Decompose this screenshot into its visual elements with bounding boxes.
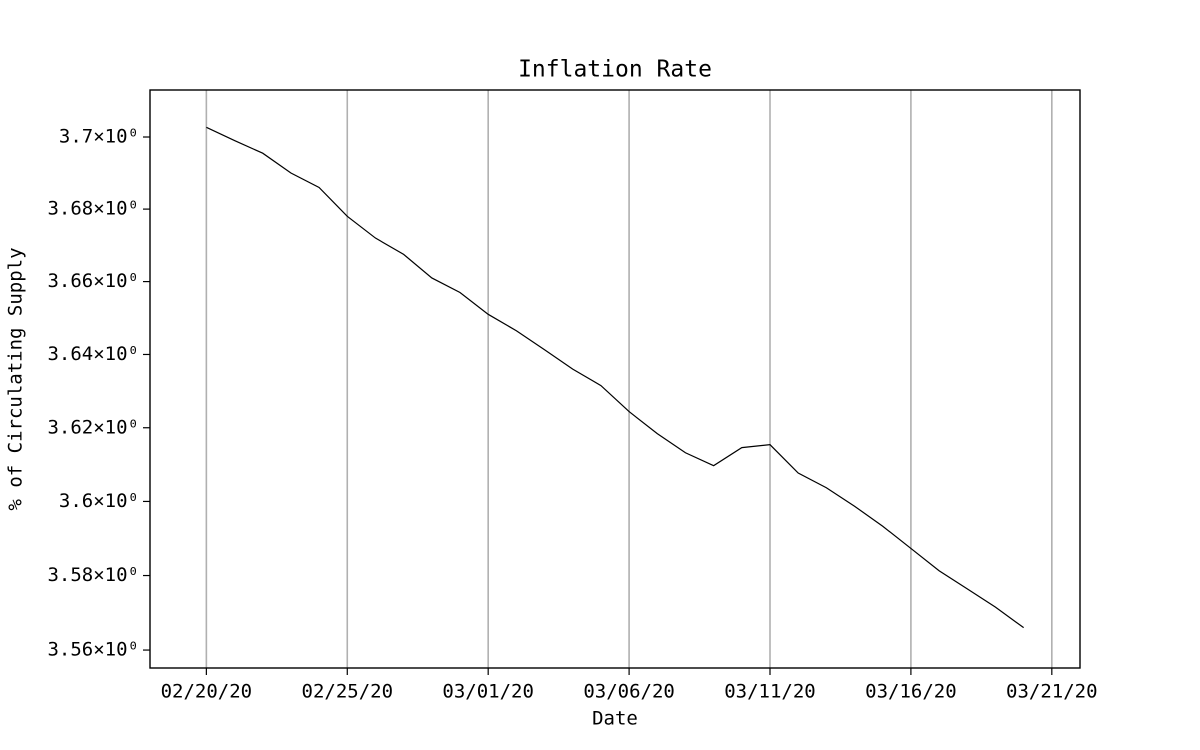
x-tick-label: 03/21/20 xyxy=(1006,681,1098,703)
y-tick-label: 3.62×10⁰ xyxy=(47,416,139,438)
y-tick-label: 3.56×10⁰ xyxy=(47,639,139,661)
x-tick-label: 03/01/20 xyxy=(442,681,534,703)
y-tick-label: 3.7×10⁰ xyxy=(59,126,139,148)
chart-title: Inflation Rate xyxy=(518,57,712,83)
y-tick-label: 3.64×10⁰ xyxy=(47,343,139,365)
x-tick-label: 02/25/20 xyxy=(302,681,394,703)
x-axis-label: Date xyxy=(592,708,638,730)
y-tick-label: 3.6×10⁰ xyxy=(59,490,139,512)
y-tick-label: 3.58×10⁰ xyxy=(47,564,139,586)
y-tick-label: 3.66×10⁰ xyxy=(47,270,139,292)
plot-frame xyxy=(149,89,1081,669)
y-axis-label: % of Circulating Supply xyxy=(5,247,27,510)
y-tick-label: 3.68×10⁰ xyxy=(47,198,139,220)
x-tick-label: 03/16/20 xyxy=(865,681,957,703)
x-tick-label: 02/20/20 xyxy=(161,681,253,703)
x-tick-label: 03/11/20 xyxy=(724,681,816,703)
x-tick-label: 03/06/20 xyxy=(583,681,675,703)
data-line xyxy=(206,126,1024,629)
